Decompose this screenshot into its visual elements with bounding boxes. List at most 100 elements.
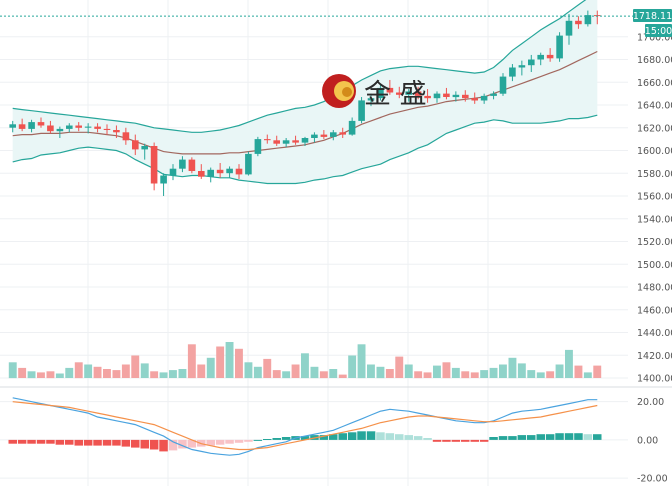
volume-bar <box>46 371 55 379</box>
volume-bar <box>480 370 489 378</box>
candle <box>282 137 290 148</box>
volume-bar <box>367 364 375 378</box>
volume-bar <box>357 344 366 379</box>
last-price-badge <box>633 9 672 22</box>
candle <box>66 123 73 133</box>
volume-bar <box>414 371 423 379</box>
bollinger-upper-line <box>12 0 587 133</box>
price-badge: 1718.11 15:00 <box>0 9 672 37</box>
candle <box>113 125 120 138</box>
volume-bar <box>489 367 498 378</box>
volume-bar <box>470 372 479 378</box>
candle <box>443 87 450 100</box>
volume-bar <box>546 371 555 379</box>
macd-histogram-bar <box>404 435 413 440</box>
candle <box>94 123 101 133</box>
volume-bar <box>461 371 470 379</box>
candle <box>594 10 601 25</box>
candle <box>84 123 92 134</box>
volume-bar <box>112 370 121 378</box>
volume-bar <box>8 362 17 379</box>
candle <box>499 73 507 96</box>
candle-body <box>358 100 365 121</box>
volume-bar <box>55 373 64 378</box>
candle <box>103 124 111 135</box>
candle-body <box>528 59 535 66</box>
macd-histogram-bar <box>102 439 112 446</box>
macd-histogram-bar <box>74 439 83 446</box>
macd-histogram-bar <box>17 439 27 444</box>
candle-body <box>433 93 441 99</box>
candle <box>462 90 469 102</box>
macd-histogram-bar <box>470 439 479 442</box>
volume-bar <box>329 369 338 378</box>
candle <box>122 127 130 145</box>
candle-body <box>377 87 384 99</box>
macd-histogram-bar <box>536 434 545 440</box>
candle <box>414 86 422 100</box>
watermark: 金 盛 <box>322 74 427 110</box>
candle <box>169 164 177 181</box>
candle-body <box>367 98 375 101</box>
candle <box>386 79 394 95</box>
price-axis-tick-label: 1580.00 <box>637 169 672 180</box>
macd-histogram-bar <box>329 434 338 440</box>
candle-body <box>84 126 92 128</box>
volume-bar <box>121 364 130 378</box>
candle <box>235 164 243 179</box>
candle <box>9 120 16 133</box>
macd-histogram-bar <box>300 436 310 440</box>
volume-bar <box>244 362 253 379</box>
candle-body <box>537 54 544 60</box>
price-axis-tick-label: 1660.00 <box>637 78 672 89</box>
macd-histogram-bar <box>583 434 593 440</box>
volume-bar <box>225 342 234 378</box>
volume-bar <box>508 357 517 379</box>
candle <box>320 130 328 140</box>
bollinger-bands <box>12 0 598 185</box>
volume-bar <box>263 358 272 378</box>
candle-body <box>490 93 497 96</box>
candle-body <box>282 140 290 144</box>
candle-body <box>292 140 299 143</box>
candle-body <box>94 126 101 129</box>
candle <box>254 136 262 157</box>
macd-histogram-bar <box>423 438 432 440</box>
macd-histogram-bar <box>140 439 149 449</box>
macd-histogram-bar <box>121 439 131 447</box>
bollinger-band-fill <box>12 0 598 184</box>
macd-histogram-bar <box>65 439 74 445</box>
macd-axis-tick-label: -20.00 <box>637 474 668 485</box>
candle <box>179 156 186 173</box>
time-label: 15:00 <box>645 26 672 37</box>
candle-body <box>9 124 16 128</box>
candle <box>330 130 337 141</box>
macd-histogram-bar <box>498 436 508 440</box>
last-price-label: 1718.11 <box>633 11 672 22</box>
candle-body <box>198 171 205 177</box>
macd-histogram-bar <box>215 439 225 445</box>
candle-body <box>443 93 450 97</box>
candle-body <box>565 20 573 36</box>
candle <box>264 134 271 144</box>
volume-bar <box>37 372 45 378</box>
macd-histogram-bar <box>253 439 263 441</box>
candle-body <box>462 94 469 99</box>
macd-histogram-bar <box>319 435 329 440</box>
macd-histogram-bar <box>413 436 423 440</box>
candle <box>348 117 356 136</box>
volume-bar <box>18 367 27 378</box>
macd-histogram-bar <box>564 433 574 440</box>
candle-body <box>405 91 412 95</box>
volume-bar <box>338 374 347 378</box>
candle <box>575 16 582 29</box>
candle <box>584 10 592 27</box>
volume-bar <box>433 365 441 378</box>
volume-bar <box>235 348 243 379</box>
candle-body <box>424 95 431 99</box>
candle <box>292 135 299 145</box>
candle <box>537 52 544 66</box>
price-axis-tick-label: 1600.00 <box>637 146 672 157</box>
